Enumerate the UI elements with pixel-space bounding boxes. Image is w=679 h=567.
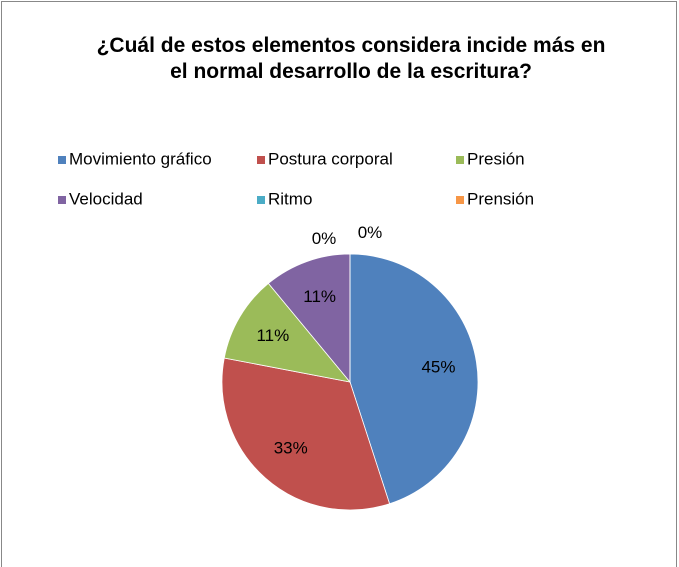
data-label: 33% bbox=[274, 439, 308, 458]
pie-slice bbox=[221, 357, 391, 511]
legend-swatch bbox=[257, 156, 265, 164]
pie-slice bbox=[267, 253, 351, 384]
legend-label: Movimiento gráfico bbox=[69, 149, 212, 168]
data-label: 11% bbox=[256, 326, 289, 345]
chart-title: ¿Cuál de estos elementos considera incid… bbox=[96, 34, 606, 83]
legend-label: Postura corporal bbox=[268, 149, 393, 168]
legend-swatch bbox=[456, 196, 464, 204]
data-label: 45% bbox=[421, 357, 455, 376]
legend-swatch bbox=[58, 156, 66, 164]
data-label: 0% bbox=[358, 223, 383, 242]
data-label: 11% bbox=[303, 287, 336, 306]
pie-slice bbox=[223, 282, 352, 383]
legend-label: Velocidad bbox=[69, 189, 143, 208]
pie-slice bbox=[349, 253, 479, 505]
data-label: 0% bbox=[312, 229, 337, 248]
legend-swatch bbox=[456, 156, 464, 164]
legend-label: Prensión bbox=[467, 189, 534, 208]
legend-swatch bbox=[58, 196, 66, 204]
legend-label: Ritmo bbox=[268, 189, 312, 208]
legend-label: Presión bbox=[467, 149, 525, 168]
legend-swatch bbox=[257, 196, 265, 204]
